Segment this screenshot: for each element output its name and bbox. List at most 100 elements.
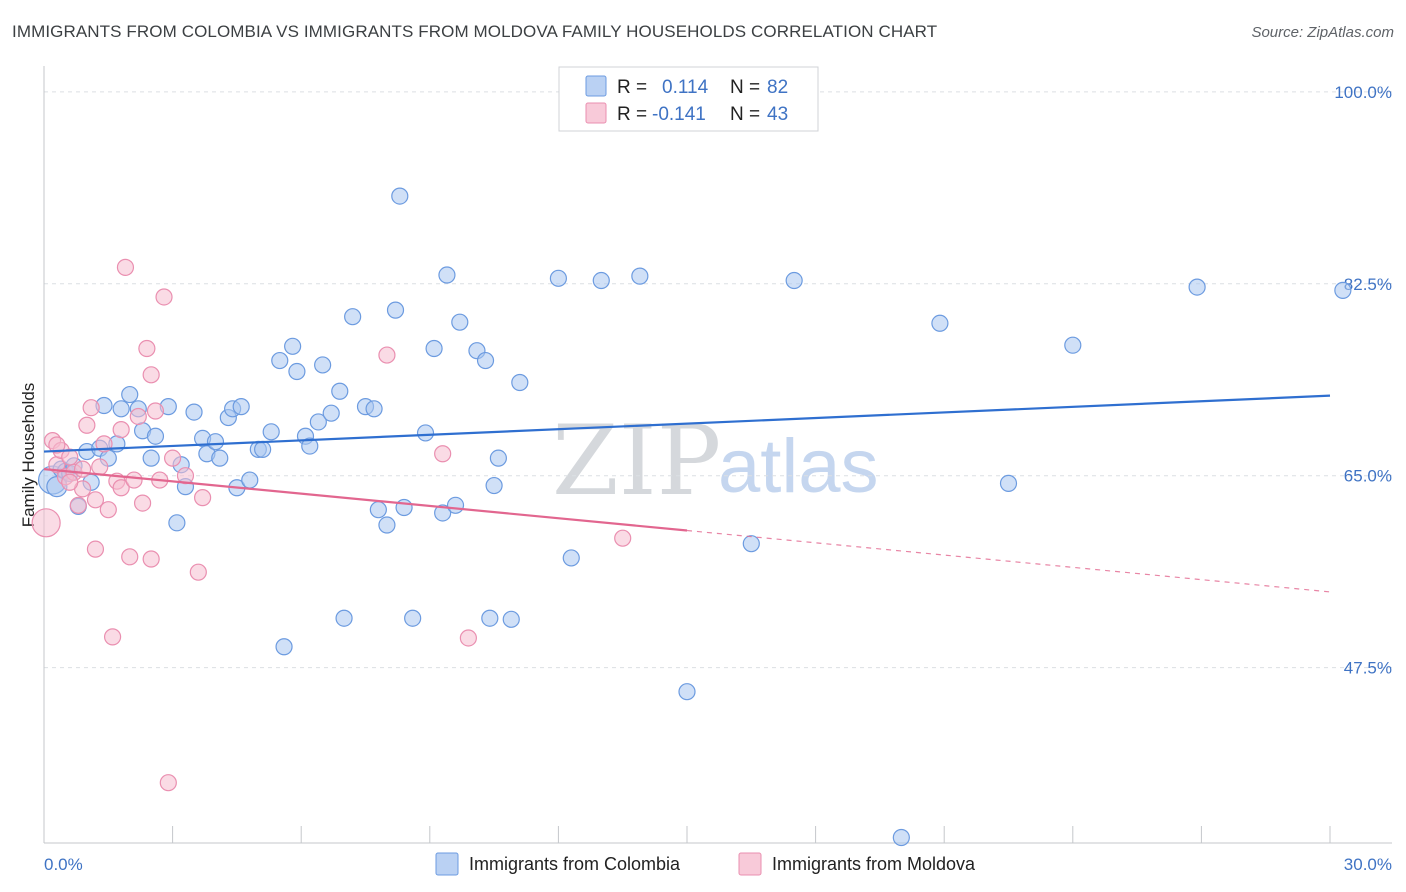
point-colombia-59 <box>446 496 465 514</box>
trend-line-moldova-extension <box>686 529 1331 593</box>
point-moldova-18 <box>112 421 130 439</box>
point-colombia-29 <box>232 398 250 416</box>
point-colombia-79 <box>1188 278 1206 296</box>
point-colombia-44 <box>331 382 349 400</box>
legend-swatch-colombia <box>585 75 607 97</box>
point-colombia-36 <box>284 337 302 355</box>
point-colombia-13 <box>121 385 139 404</box>
point-colombia-56 <box>425 339 443 358</box>
point-moldova-34 <box>378 346 396 364</box>
y-axis-label: Family Households <box>19 383 38 528</box>
gridlines <box>44 91 1392 669</box>
point-moldova-42 <box>133 494 152 512</box>
legend-n-value-colombia: 82 <box>767 77 788 98</box>
point-colombia-45 <box>344 308 362 326</box>
point-colombia-25 <box>206 433 225 451</box>
point-moldova-25 <box>142 550 160 568</box>
trend-line-colombia <box>43 394 1331 453</box>
point-colombia-58 <box>438 266 456 284</box>
legend-r-value-colombia: 0.114 <box>662 77 709 98</box>
point-colombia-68 <box>549 269 568 287</box>
point-colombia-52 <box>391 187 409 205</box>
point-colombia-19 <box>168 514 186 532</box>
point-moldova-22 <box>125 471 143 489</box>
point-colombia-80 <box>1334 281 1352 299</box>
point-colombia-48 <box>365 400 383 418</box>
point-moldova-19 <box>116 258 135 276</box>
x-tick-labels: 0.0% 30.0% <box>44 855 1392 874</box>
point-moldova-41 <box>91 458 109 476</box>
y-tick-label-3: 100.0% <box>1334 83 1392 102</box>
series-colombia-points <box>37 187 1352 847</box>
point-moldova-12 <box>86 540 105 558</box>
point-colombia-67 <box>511 373 529 392</box>
point-moldova-9 <box>78 416 96 434</box>
point-moldova-39 <box>48 436 66 454</box>
legend-n-label-colombia: N = <box>730 77 760 98</box>
point-moldova-23 <box>138 339 156 358</box>
point-colombia-75 <box>892 828 910 847</box>
legend-r-label-moldova: R = <box>617 104 647 125</box>
point-colombia-33 <box>254 440 272 458</box>
point-colombia-71 <box>631 267 649 285</box>
source-credit: Source: ZipAtlas.com <box>1251 24 1394 41</box>
point-colombia-46 <box>335 609 353 627</box>
legend-swatch-moldova <box>585 102 607 124</box>
point-moldova-14 <box>99 501 117 519</box>
point-colombia-72 <box>678 683 696 701</box>
point-colombia-69 <box>562 549 580 567</box>
point-colombia-70 <box>592 271 610 290</box>
point-moldova-26 <box>146 402 165 420</box>
point-colombia-38 <box>288 362 306 381</box>
point-moldova-29 <box>159 774 177 792</box>
point-colombia-57 <box>434 504 452 522</box>
point-colombia-12 <box>112 400 130 418</box>
point-colombia-34 <box>262 423 280 441</box>
legend-n-label-moldova: N = <box>730 104 760 125</box>
y-tick-labels: 47.5% 65.0% 82.5% 100.0% <box>1334 83 1392 678</box>
point-colombia-51 <box>386 301 405 319</box>
watermark-zip: ZIP <box>552 405 721 517</box>
point-colombia-77 <box>999 474 1018 492</box>
point-colombia-76 <box>931 314 949 332</box>
series-moldova-points <box>31 258 632 792</box>
point-colombia-55 <box>416 424 435 442</box>
point-moldova-30 <box>164 449 182 467</box>
chart-title: IMMIGRANTS FROM COLOMBIA VS IMMIGRANTS F… <box>12 22 938 41</box>
point-colombia-16 <box>142 449 160 467</box>
point-moldova-24 <box>142 366 160 384</box>
legend-n-value-moldova: 43 <box>767 104 788 125</box>
point-moldova-21 <box>129 407 147 426</box>
bottom-legend-label-moldova: Immigrants from Moldova <box>772 854 976 874</box>
point-colombia-31 <box>241 471 259 489</box>
point-moldova-40 <box>73 460 92 478</box>
trend-line-moldova <box>43 468 688 532</box>
bottom-legend-label-colombia: Immigrants from Colombia <box>469 854 681 874</box>
point-colombia-60 <box>451 313 469 331</box>
point-moldova-36 <box>459 629 477 647</box>
point-colombia-41 <box>309 413 327 431</box>
watermark-atlas: atlas <box>718 424 879 509</box>
point-colombia-78 <box>1064 336 1082 354</box>
point-colombia-63 <box>481 609 499 627</box>
point-colombia-50 <box>378 516 396 534</box>
point-colombia-54 <box>404 609 422 627</box>
point-colombia-49 <box>369 501 387 519</box>
series-legend: Immigrants from Colombia Immigrants from… <box>435 852 976 876</box>
point-colombia-37 <box>275 638 293 656</box>
point-moldova-17 <box>112 479 130 497</box>
point-moldova-32 <box>189 563 207 581</box>
point-colombia-43 <box>322 404 340 422</box>
point-colombia-73 <box>742 535 760 553</box>
point-colombia-35 <box>271 351 289 370</box>
y-tick-label-2: 82.5% <box>1344 275 1392 294</box>
bottom-legend-swatch-colombia <box>435 852 459 876</box>
point-colombia-17 <box>146 427 165 445</box>
point-moldova-20 <box>121 548 139 566</box>
axes <box>43 66 1392 844</box>
point-moldova-37 <box>614 529 632 547</box>
point-colombia-62 <box>476 351 495 370</box>
bottom-legend-swatch-moldova <box>738 852 762 876</box>
point-colombia-22 <box>185 403 203 421</box>
point-moldova-38 <box>61 473 79 491</box>
